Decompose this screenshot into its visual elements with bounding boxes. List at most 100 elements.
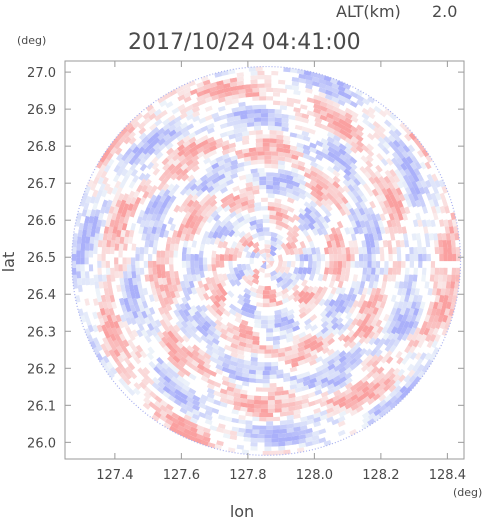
echo-cell (321, 162, 330, 170)
echo-cell (187, 80, 196, 87)
echo-cell (223, 349, 232, 356)
echo-cell (166, 277, 172, 286)
echo-cell (136, 203, 144, 212)
echo-cell (247, 308, 255, 315)
echo-cell (409, 168, 417, 177)
echo-cell (355, 89, 364, 97)
echo-cell (143, 316, 151, 325)
echo-cell (260, 113, 268, 118)
echo-cell (443, 267, 448, 276)
echo-cell (151, 287, 157, 296)
echo-cell (321, 177, 330, 185)
echo-cell (202, 367, 211, 374)
echo-cell (106, 152, 114, 161)
echo-cell (307, 260, 313, 268)
echo-cell (209, 90, 218, 97)
echo-cell (324, 209, 332, 218)
echo-cell (422, 253, 427, 262)
echo-cell (423, 346, 431, 355)
echo-cell (410, 226, 416, 235)
echo-cell (172, 216, 179, 225)
echo-cell (304, 240, 311, 249)
echo-cell (266, 340, 274, 346)
echo-cell (112, 354, 120, 364)
echo-cell (240, 402, 248, 408)
echo-cell (426, 340, 434, 349)
echo-cell (249, 211, 257, 218)
echo-cell (94, 330, 102, 339)
echo-cell (399, 345, 407, 354)
echo-cell (374, 240, 380, 248)
echo-cell (366, 188, 375, 197)
echo-cell (264, 434, 272, 439)
echo-cell (273, 254, 279, 262)
echo-cell (122, 271, 128, 279)
echo-cell (145, 104, 154, 112)
echo-cell (72, 281, 78, 289)
echo-cell (255, 146, 263, 152)
echo-cell (275, 211, 284, 218)
echo-cell (206, 180, 215, 188)
echo-cell (356, 119, 365, 127)
echo-cell (84, 264, 89, 272)
echo-cell (259, 189, 267, 194)
echo-cell (175, 428, 184, 436)
echo-cell (439, 192, 447, 201)
echo-cell (314, 210, 322, 219)
echo-cell (264, 159, 272, 164)
echo-cell (284, 359, 293, 365)
echo-cell (366, 370, 375, 379)
echo-cell (408, 375, 417, 384)
echo-cell (173, 309, 181, 318)
echo-cell (365, 194, 373, 203)
echo-cell (252, 185, 260, 191)
echo-cell (401, 156, 409, 165)
echo-cell (358, 267, 364, 276)
echo-cell (111, 281, 117, 289)
echo-cell (362, 306, 370, 315)
echo-cell (78, 291, 84, 300)
echo-cell (341, 267, 347, 275)
echo-cell (415, 358, 424, 367)
echo-cell (259, 184, 267, 190)
echo-cell (219, 253, 225, 261)
echo-cell (162, 350, 170, 359)
echo-cell (232, 176, 241, 183)
y-axis-label: lat (0, 252, 18, 273)
echo-cell (129, 162, 138, 171)
echo-cell (200, 184, 209, 193)
echo-cell (147, 147, 156, 156)
echo-cell (320, 260, 326, 269)
echo-cell (143, 152, 151, 161)
echo-cell (117, 174, 125, 183)
echo-cell (298, 212, 307, 221)
echo-cell (315, 233, 322, 242)
echo-cell (177, 103, 186, 111)
echo-cell (235, 132, 243, 138)
plot-frame (64, 60, 465, 460)
echo-cell (114, 366, 123, 375)
echo-cell (223, 353, 232, 361)
echo-cell (206, 118, 215, 125)
echo-cell (266, 332, 274, 337)
echo-cell (218, 92, 226, 99)
echo-cell (166, 147, 175, 156)
echo-cell (264, 79, 272, 84)
echo-cell (110, 246, 115, 255)
echo-cell (222, 437, 231, 444)
echo-cell (218, 299, 227, 308)
echo-cell (151, 387, 160, 396)
echo-cell (294, 395, 303, 402)
echo-cell (197, 348, 206, 356)
echo-cell (188, 126, 197, 134)
echo-cell (274, 248, 282, 256)
echo-cell (177, 365, 186, 373)
echo-cell (229, 73, 238, 79)
echo-cell (419, 212, 426, 221)
echo-cell (408, 240, 414, 248)
echo-cell (196, 429, 205, 436)
echo-cell (215, 368, 224, 376)
echo-cell (214, 237, 221, 245)
echo-cell (354, 260, 360, 269)
echo-cell (164, 194, 172, 203)
